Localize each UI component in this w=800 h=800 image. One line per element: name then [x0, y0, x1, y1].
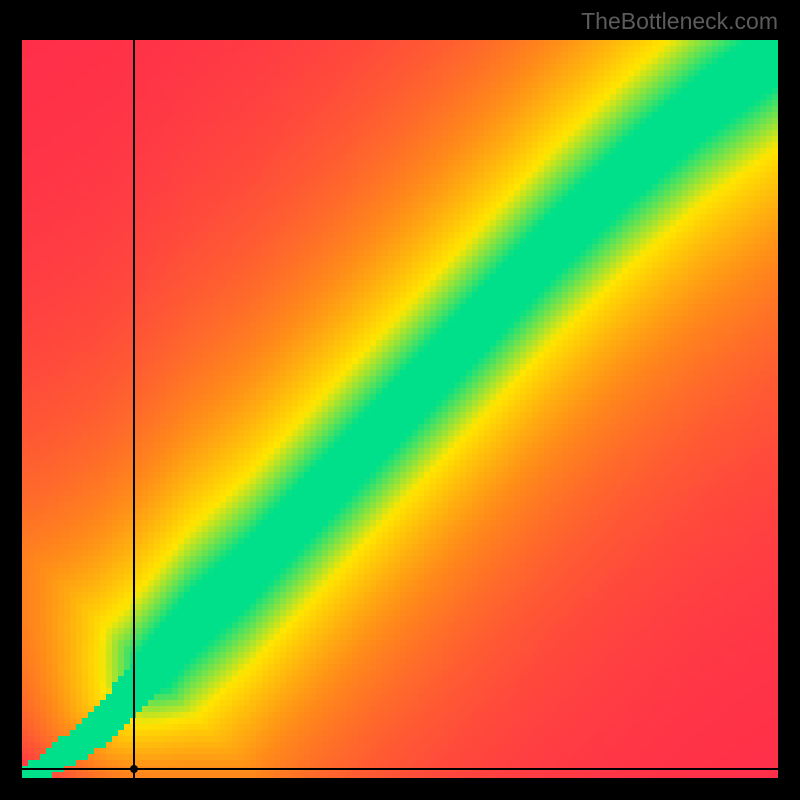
- root-container: { "branding": { "text": "TheBottleneck.c…: [0, 0, 800, 800]
- heatmap-canvas: [22, 40, 778, 778]
- heatmap-chart: [22, 40, 778, 778]
- crosshair-vertical-line: [133, 40, 134, 778]
- crosshair-marker-dot: [130, 765, 138, 773]
- branding-text: TheBottleneck.com: [581, 8, 778, 35]
